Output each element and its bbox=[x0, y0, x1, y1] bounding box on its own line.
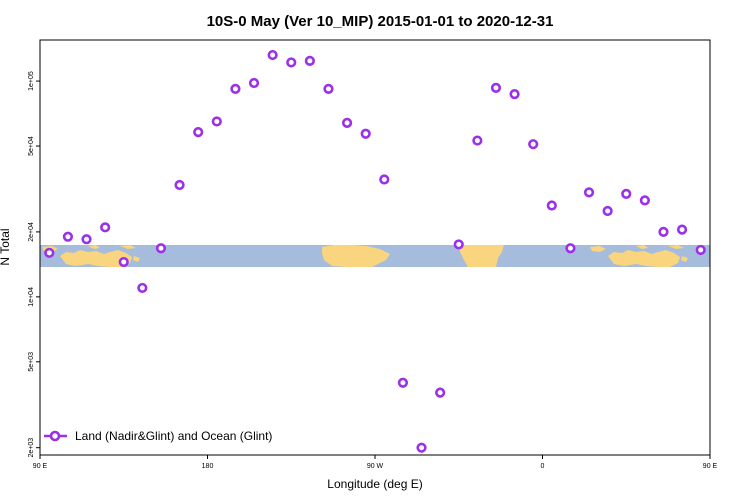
data-point bbox=[435, 387, 446, 398]
data-point bbox=[676, 224, 688, 235]
land-africa bbox=[458, 245, 504, 267]
data-point bbox=[304, 55, 315, 67]
land-australia-left bbox=[60, 250, 132, 267]
data-point bbox=[602, 205, 613, 217]
legend-marker bbox=[49, 430, 61, 442]
y-axis-label: N Total bbox=[0, 228, 12, 265]
land-australia-right bbox=[608, 250, 680, 267]
legend-entry: Land (Nadir&Glint) and Ocean (Glint) bbox=[75, 429, 272, 443]
y-axis: 2e+03 5e+03 1e+04 2e+04 5e+04 1e+05 bbox=[28, 71, 40, 458]
data-point bbox=[174, 179, 185, 191]
land-islands-left bbox=[42, 245, 140, 262]
x-axis: 90 E 180 90 W 0 90 E bbox=[33, 455, 718, 470]
x-tick-label: 180 bbox=[202, 463, 214, 470]
data-point bbox=[62, 231, 74, 242]
data-point bbox=[472, 135, 483, 146]
x-tick-label: 90 E bbox=[703, 463, 718, 470]
data-points bbox=[44, 49, 706, 453]
data-point bbox=[621, 188, 632, 200]
data-point bbox=[379, 174, 390, 185]
y-tick-label: 1e+04 bbox=[28, 287, 35, 307]
chart-title: 10S-0 May (Ver 10_MIP) 2015-01-01 to 202… bbox=[207, 13, 554, 30]
data-point bbox=[639, 195, 650, 206]
map-strip bbox=[40, 245, 710, 267]
data-point bbox=[211, 116, 222, 127]
data-point bbox=[453, 239, 464, 250]
data-point bbox=[546, 200, 557, 211]
land-south-america bbox=[322, 245, 390, 267]
data-point bbox=[695, 244, 706, 256]
data-point bbox=[44, 247, 55, 258]
x-tick-label: 0 bbox=[541, 463, 545, 470]
y-tick-label: 1e+05 bbox=[28, 71, 35, 91]
data-point bbox=[286, 57, 297, 68]
data-point bbox=[100, 222, 111, 233]
data-point bbox=[230, 83, 241, 94]
legend: Land (Nadir&Glint) and Ocean (Glint) bbox=[44, 429, 272, 443]
y-tick-label: 2e+04 bbox=[28, 222, 35, 242]
data-point bbox=[509, 89, 520, 100]
data-point bbox=[528, 139, 539, 150]
data-point bbox=[341, 117, 353, 128]
data-point bbox=[360, 128, 371, 139]
x-tick-label: 90 E bbox=[33, 463, 48, 470]
y-tick-label: 5e+04 bbox=[28, 136, 35, 156]
data-point bbox=[565, 243, 576, 254]
data-point bbox=[155, 243, 167, 254]
data-point bbox=[323, 83, 334, 94]
data-point bbox=[118, 256, 129, 268]
data-point bbox=[490, 82, 502, 93]
land-islands-right bbox=[590, 245, 688, 262]
data-point bbox=[658, 226, 669, 238]
data-point bbox=[248, 77, 260, 89]
x-axis-label: Longitude (deg E) bbox=[327, 477, 422, 491]
data-point bbox=[81, 234, 92, 245]
data-point bbox=[193, 127, 204, 138]
data-point bbox=[416, 442, 427, 453]
data-point bbox=[267, 49, 278, 61]
data-point bbox=[583, 187, 595, 198]
y-tick-label: 2e+03 bbox=[28, 438, 35, 458]
x-tick-label: 90 W bbox=[367, 463, 384, 470]
y-tick-label: 5e+03 bbox=[28, 352, 35, 372]
data-point bbox=[137, 282, 148, 294]
data-point bbox=[397, 377, 409, 388]
